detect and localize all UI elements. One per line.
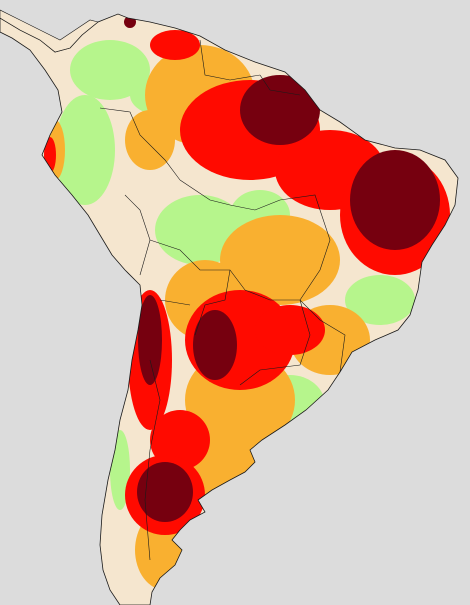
- central-america: [0, 9, 99, 53]
- country-borders: [99, 39, 346, 561]
